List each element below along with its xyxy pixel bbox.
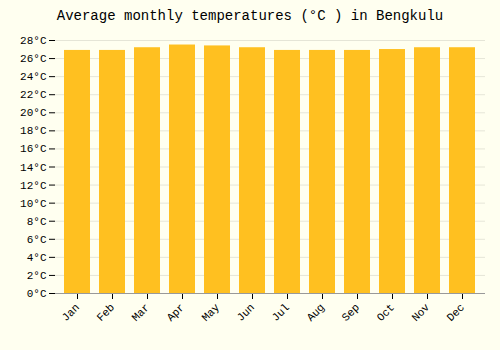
svg-text:8°C: 8°C <box>27 216 47 228</box>
svg-text:26°C: 26°C <box>20 53 47 65</box>
svg-text:Jul: Jul <box>270 301 292 323</box>
svg-text:Nov: Nov <box>410 301 433 324</box>
svg-text:2°C: 2°C <box>27 270 47 282</box>
svg-text:Feb: Feb <box>95 301 117 323</box>
html-text:Average monthly temperatures (: Average monthly temperatures (°C ) in Be… <box>56 8 444 24</box>
svg-text:0°C: 0°C <box>27 288 47 300</box>
svg-text:28°C: 28°C <box>20 35 47 47</box>
svg-text:10°C: 10°C <box>20 198 47 210</box>
svg-text:Apr: Apr <box>165 301 187 323</box>
svg-text:Sep: Sep <box>340 301 362 323</box>
svg-text:18°C: 18°C <box>20 125 47 137</box>
svg-text:12°C: 12°C <box>20 180 47 192</box>
svg-text:Jun: Jun <box>235 301 257 323</box>
svg-text:Mar: Mar <box>130 301 152 323</box>
svg-text:Dec: Dec <box>445 301 467 323</box>
svg-text:20°C: 20°C <box>20 107 47 119</box>
svg-text:6°C: 6°C <box>27 234 47 246</box>
svg-text:Aug: Aug <box>305 301 327 323</box>
svg-text:May: May <box>200 301 223 324</box>
svg-text:16°C: 16°C <box>20 143 47 155</box>
svg-text:22°C: 22°C <box>20 89 47 101</box>
svg-text:Oct: Oct <box>375 301 397 323</box>
svg-text:Jan: Jan <box>60 301 82 323</box>
svg-text:4°C: 4°C <box>27 252 47 264</box>
svg-text:14°C: 14°C <box>20 162 47 174</box>
svg-text:24°C: 24°C <box>20 71 47 83</box>
